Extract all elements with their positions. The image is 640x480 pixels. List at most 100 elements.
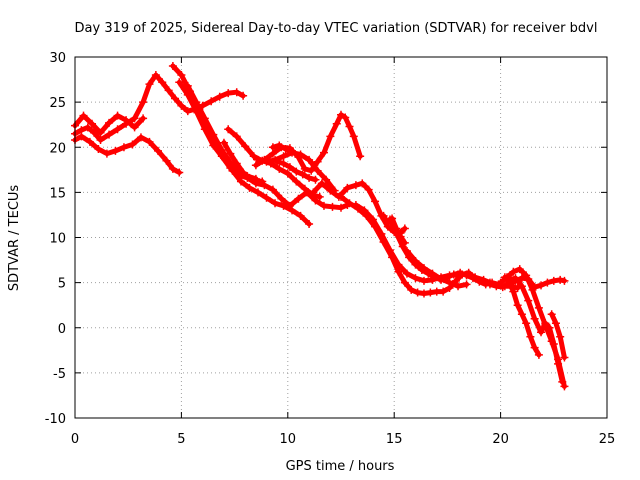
data-marks xyxy=(71,62,569,391)
data-point xyxy=(305,219,314,228)
data-point xyxy=(475,277,484,286)
series-arc-17 xyxy=(402,247,471,291)
data-point xyxy=(111,146,120,155)
data-point xyxy=(509,287,518,296)
data-point xyxy=(119,143,128,152)
data-point xyxy=(209,130,218,139)
data-point xyxy=(528,285,537,294)
y-tick-label: 25 xyxy=(49,96,66,111)
y-tick-label: 5 xyxy=(58,277,66,292)
data-point xyxy=(254,188,263,197)
data-point xyxy=(379,211,388,220)
data-point xyxy=(128,140,137,149)
data-point xyxy=(385,246,394,255)
data-point xyxy=(509,267,518,276)
data-point xyxy=(130,123,139,132)
data-point xyxy=(326,186,335,195)
y-tick-label: -5 xyxy=(53,367,66,382)
data-point xyxy=(426,288,435,297)
data-point xyxy=(394,267,403,276)
data-point xyxy=(113,111,122,120)
series-arc-21 xyxy=(500,273,543,359)
data-point xyxy=(462,280,471,289)
data-point xyxy=(341,113,350,122)
data-point xyxy=(254,155,263,164)
data-point xyxy=(322,175,331,184)
data-point xyxy=(268,143,277,152)
data-point xyxy=(537,281,546,290)
data-point xyxy=(251,161,260,170)
series-arc-2 xyxy=(71,132,184,177)
data-point xyxy=(349,132,358,141)
data-point xyxy=(556,332,565,341)
data-point xyxy=(400,278,409,287)
data-point xyxy=(251,176,260,185)
data-point xyxy=(547,310,556,319)
data-point xyxy=(83,123,92,132)
data-point xyxy=(168,62,177,71)
data-point xyxy=(79,111,88,120)
data-point xyxy=(296,150,305,159)
chart-title: Day 319 of 2025, Sidereal Day-to-day VTE… xyxy=(75,21,598,36)
data-point xyxy=(217,145,226,154)
data-point xyxy=(145,80,154,89)
data-point xyxy=(262,193,271,202)
data-point xyxy=(192,98,201,107)
x-tick-label: 20 xyxy=(492,432,509,447)
data-point xyxy=(356,152,365,161)
series-arc-3 xyxy=(71,111,148,137)
data-point xyxy=(226,158,235,167)
x-tick-label: 25 xyxy=(599,432,616,447)
data-point xyxy=(275,141,284,150)
data-point xyxy=(368,215,377,224)
data-point xyxy=(419,276,428,285)
data-point xyxy=(102,149,111,158)
data-point xyxy=(456,268,465,277)
data-point xyxy=(534,350,543,359)
grid-lines xyxy=(75,57,607,418)
data-point xyxy=(139,114,148,123)
x-axis-label: GPS time / hours xyxy=(286,459,395,474)
data-point xyxy=(345,122,354,131)
data-point xyxy=(317,179,326,188)
data-point xyxy=(351,201,360,210)
data-point xyxy=(313,166,322,175)
series-arc-23 xyxy=(379,211,409,247)
data-point xyxy=(130,114,139,123)
data-point xyxy=(551,319,560,328)
data-point xyxy=(407,285,416,294)
y-tick-labels: -10 -5 0 5 10 15 20 25 30 xyxy=(45,51,66,427)
data-point xyxy=(377,229,386,238)
x-tick-label: 5 xyxy=(177,432,185,447)
data-point xyxy=(332,119,341,128)
data-point xyxy=(311,175,320,184)
data-point xyxy=(439,287,448,296)
data-point xyxy=(177,71,186,80)
y-tick-label: -10 xyxy=(45,412,66,427)
data-point xyxy=(300,184,309,193)
data-point xyxy=(275,164,284,173)
data-point xyxy=(530,314,539,323)
data-point xyxy=(215,92,224,101)
data-point xyxy=(549,276,558,285)
data-point xyxy=(226,149,235,158)
data-point xyxy=(428,269,437,278)
x-tick-label: 10 xyxy=(280,432,297,447)
data-point xyxy=(168,164,177,173)
data-point xyxy=(388,214,397,223)
data-point xyxy=(232,159,241,168)
data-point xyxy=(183,81,192,90)
data-point xyxy=(437,275,446,284)
data-point xyxy=(96,136,105,145)
data-point xyxy=(396,232,405,241)
y-tick-label: 30 xyxy=(49,51,66,66)
data-point xyxy=(285,163,294,172)
data-point xyxy=(162,156,171,165)
data-point xyxy=(122,116,131,125)
data-point xyxy=(298,170,307,179)
data-point xyxy=(288,146,297,155)
series-arc-8 xyxy=(219,138,267,186)
data-point xyxy=(392,224,401,233)
axis-ticks xyxy=(74,56,608,419)
data-point xyxy=(411,274,420,283)
